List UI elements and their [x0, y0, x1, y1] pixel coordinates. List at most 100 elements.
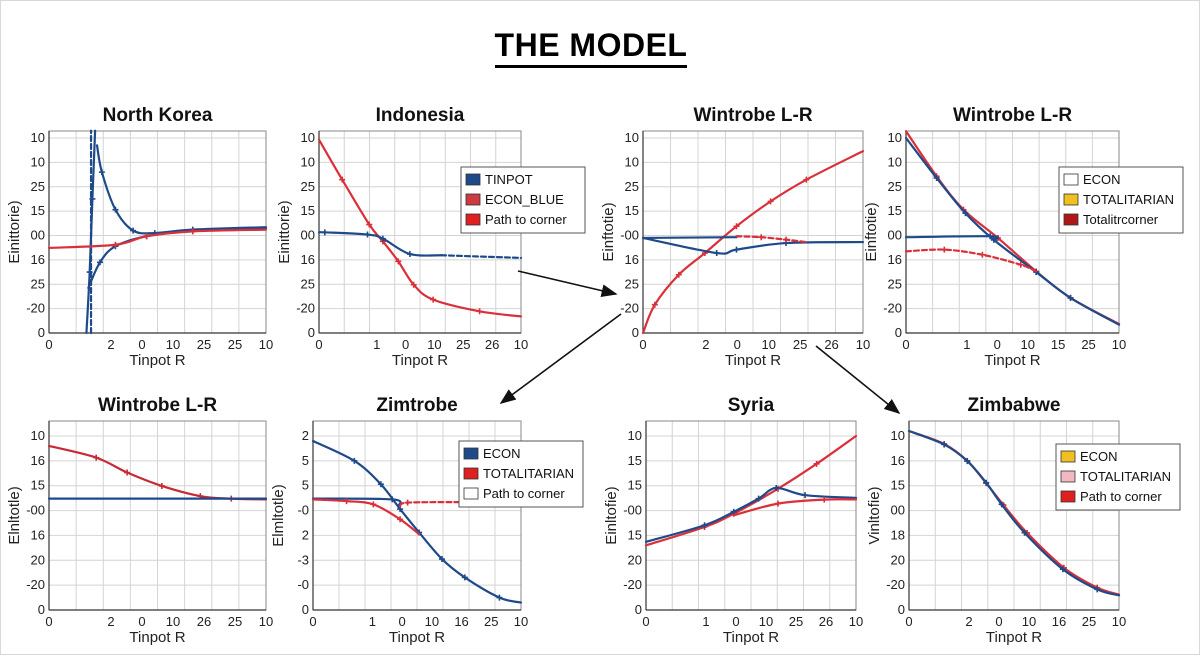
x-tick-label: 0 — [732, 614, 739, 629]
data-point-marker — [1067, 294, 1074, 301]
y-tick-label: 16 — [301, 252, 315, 267]
x-tick-label: 16 — [1052, 614, 1066, 629]
legend-label: TOTALITARIAN — [483, 466, 574, 481]
legend-label: Totalitrcorner — [1083, 212, 1159, 227]
y-tick-label: 10 — [625, 130, 639, 145]
y-tick-label: -20 — [623, 577, 642, 592]
x-tick-label: 25 — [197, 337, 211, 352]
x-tick-label: 25 — [1082, 614, 1096, 629]
legend: ECON TOTALITARIAN Totalitrcorner — [1058, 166, 1184, 234]
data-point-marker — [773, 484, 780, 491]
x-tick-label: 0 — [309, 614, 316, 629]
data-point-marker — [124, 469, 131, 476]
y-tick-label: 0 — [635, 602, 642, 617]
flow-arrow — [499, 313, 622, 404]
y-axis-label: Einittorie) — [6, 200, 23, 263]
y-tick-label: -00 — [623, 503, 642, 518]
data-point-marker — [98, 169, 105, 176]
y-tick-label: 10 — [888, 154, 902, 169]
data-point-marker — [802, 492, 809, 499]
y-tick-label: 00 — [301, 228, 315, 243]
x-tick-label: 25 — [1081, 337, 1095, 352]
data-point-marker — [364, 231, 371, 238]
x-axis-label: Tinpot R — [986, 629, 1042, 646]
legend-swatch — [1063, 173, 1079, 186]
y-tick-label: 16 — [888, 252, 902, 267]
legend-box — [1055, 443, 1181, 511]
data-point-marker — [377, 481, 384, 488]
x-tick-label: 0 — [639, 337, 646, 352]
y-tick-label: 16 — [31, 527, 45, 542]
data-point-marker — [998, 501, 1005, 508]
data-point-marker — [366, 221, 373, 228]
y-tick-label: 16 — [891, 453, 905, 468]
data-point-marker — [758, 234, 765, 241]
y-tick-label: 10 — [31, 428, 45, 443]
y-tick-label: 10 — [301, 130, 315, 145]
legend-swatch — [1063, 193, 1079, 206]
legend-label: ECON — [1080, 449, 1118, 464]
legend-swatch — [463, 447, 479, 460]
x-tick-label: 1 — [963, 337, 970, 352]
y-axis-label: Einftotie) — [600, 202, 617, 261]
data-point-marker — [733, 223, 740, 230]
data-point-marker — [321, 229, 328, 236]
data-point-marker — [89, 195, 96, 202]
x-tick-label: 0 — [399, 614, 406, 629]
y-tick-label: 0 — [38, 602, 45, 617]
x-tick-label: 10 — [761, 337, 775, 352]
x-tick-label: 25 — [789, 614, 803, 629]
y-tick-label: 10 — [31, 130, 45, 145]
x-tick-label: 25 — [484, 614, 498, 629]
x-tick-label: 1 — [702, 614, 709, 629]
series-line — [732, 498, 858, 517]
x-tick-label: 10 — [1112, 337, 1126, 352]
data-point-marker — [979, 251, 986, 258]
x-axis-label: Tinpot R — [723, 629, 779, 646]
y-tick-label: 0 — [302, 602, 309, 617]
y-tick-label: 25 — [301, 179, 315, 194]
x-tick-label: 10 — [759, 614, 773, 629]
series-line — [644, 434, 858, 547]
data-point-marker — [370, 501, 377, 508]
x-tick-label: 0 — [315, 337, 322, 352]
y-tick-label: 25 — [888, 276, 902, 291]
data-point-marker — [1059, 566, 1066, 573]
x-tick-label: 0 — [994, 337, 1001, 352]
x-tick-label: 2 — [107, 337, 114, 352]
panel-title: Wintrobe L-R — [953, 105, 1072, 126]
data-point-marker — [112, 206, 119, 213]
x-tick-label: 26 — [819, 614, 833, 629]
data-point-marker — [430, 296, 437, 303]
data-point-marker — [397, 516, 404, 523]
x-tick-label: 10 — [259, 337, 273, 352]
legend-swatch — [465, 213, 481, 226]
x-tick-label: 0 — [902, 337, 909, 352]
legend: ECON TOTALITARIAN Path to corner — [1055, 443, 1181, 511]
x-tick-label: 10 — [1020, 337, 1034, 352]
y-tick-label: 25 — [31, 276, 45, 291]
data-point-marker — [189, 228, 196, 235]
x-tick-label: 1 — [369, 614, 376, 629]
y-tick-label: 0 — [308, 325, 315, 340]
y-tick-label: 00 — [888, 228, 902, 243]
y-tick-label: 10 — [628, 428, 642, 443]
x-tick-label: 10 — [849, 614, 863, 629]
x-tick-label: 25 — [793, 337, 807, 352]
y-tick-label: 10 — [31, 154, 45, 169]
x-axis-label: Tinpot R — [129, 352, 185, 369]
flow-arrow — [517, 270, 618, 297]
data-point-marker — [701, 522, 708, 529]
y-tick-label: -20 — [26, 301, 45, 316]
x-axis-label: Tinpot R — [725, 352, 781, 369]
x-tick-label: 0 — [642, 614, 649, 629]
legend-label: ECON — [1083, 172, 1121, 187]
x-tick-label: 10 — [1112, 614, 1126, 629]
y-tick-label: 10 — [888, 130, 902, 145]
y-tick-label: 16 — [31, 252, 45, 267]
y-tick-label: 2 — [302, 527, 309, 542]
y-tick-label: -20 — [296, 301, 315, 316]
x-axis-label: Tinpot R — [984, 352, 1040, 369]
data-point-marker — [813, 460, 820, 467]
data-point-marker — [733, 246, 740, 253]
